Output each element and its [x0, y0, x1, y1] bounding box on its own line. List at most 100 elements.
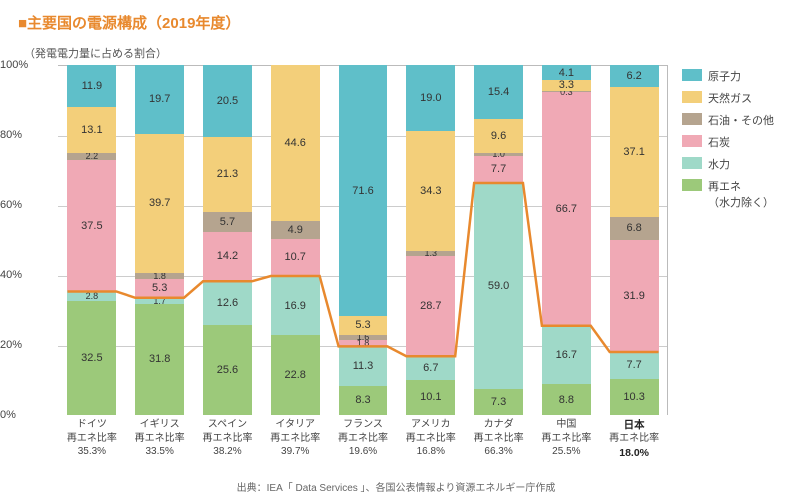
- x-axis-label: アメリカ再エネ比率16.8%: [397, 418, 465, 460]
- bar-segment-gas: 34.3: [406, 131, 455, 251]
- country-pct: 35.3%: [58, 445, 126, 459]
- country-name: イタリア: [261, 418, 329, 432]
- segment-value: 19.7: [149, 93, 170, 105]
- segment-value: 6.2: [626, 70, 641, 82]
- country-pct: 19.6%: [329, 445, 397, 459]
- country-name: アメリカ: [397, 418, 465, 432]
- bar-segment-oil: 1.3: [406, 251, 455, 256]
- bar-segment-nuclear: 11.9: [67, 65, 116, 107]
- bar-segment-coal: 5.3: [135, 279, 184, 298]
- stacked-bar: 8.816.766.70.33.34.1: [542, 65, 591, 415]
- bar-segment-coal: 31.9: [610, 240, 659, 352]
- country-pct: 16.8%: [397, 445, 465, 459]
- bar-segment-hydro: 11.3: [339, 346, 388, 386]
- segment-value: 44.6: [285, 137, 306, 149]
- bar-segment-renew: 8.3: [339, 386, 388, 415]
- stacked-bar: 7.359.07.71.09.615.4: [474, 65, 523, 415]
- country-pct: 25.5%: [532, 445, 600, 459]
- bar-segment-oil: 2.2: [67, 153, 116, 161]
- country-name: カナダ: [465, 418, 533, 432]
- bar-segment-coal: 10.7: [271, 239, 320, 276]
- segment-value: 31.9: [623, 290, 644, 302]
- x-axis-label: 中国再エネ比率25.5%: [532, 418, 600, 460]
- bar-segment-renew: 7.3: [474, 389, 523, 415]
- segment-value: 4.1: [559, 67, 574, 79]
- segment-value: 6.8: [626, 222, 641, 234]
- country-name: スペイン: [194, 418, 262, 432]
- y-tick-label: 20%: [0, 339, 178, 351]
- segment-value: 71.6: [352, 185, 373, 197]
- country-sub: 再エネ比率: [202, 433, 252, 444]
- segment-value: 5.3: [152, 282, 167, 294]
- chart-title: ■主要国の電源構成（2019年度）: [0, 0, 792, 33]
- bar-segment-hydro: 16.9: [271, 276, 320, 335]
- bar-segment-hydro: 1.7: [135, 298, 184, 304]
- bar-segment-oil: 1.0: [474, 153, 523, 157]
- segment-value: 66.7: [556, 203, 577, 215]
- bar-segment-hydro: 59.0: [474, 183, 523, 390]
- x-axis-label: イタリア再エネ比率39.7%: [261, 418, 329, 460]
- legend-item: 石油・その他: [682, 112, 774, 128]
- bar-segment-nuclear: 6.2: [610, 65, 659, 87]
- bar-segment-renew: 32.5: [67, 301, 116, 415]
- legend-label: 水力: [708, 156, 730, 172]
- bar-segment-hydro: 16.7: [542, 326, 591, 384]
- bar-segment-nuclear: 4.1: [542, 65, 591, 79]
- bar-segment-hydro: 2.8: [67, 291, 116, 301]
- country-sub: 再エネ比率: [67, 433, 117, 444]
- stacked-bar: 25.612.614.25.721.320.5: [203, 65, 252, 415]
- legend-label: 石炭: [708, 134, 730, 150]
- x-axis-label: フランス再エネ比率19.6%: [329, 418, 397, 460]
- bar-segment-hydro: 6.7: [406, 356, 455, 379]
- segment-value: 20.5: [217, 95, 238, 107]
- country-sub: 再エネ比率: [135, 433, 185, 444]
- segment-value: 28.7: [420, 300, 441, 312]
- y-tick-label: 80%: [0, 129, 178, 141]
- bar-segment-hydro: 7.7: [610, 352, 659, 379]
- segment-value: 21.3: [217, 168, 238, 180]
- legend-item: 石炭: [682, 134, 774, 150]
- x-axis-label: ドイツ再エネ比率35.3%: [58, 418, 126, 460]
- country-name: 中国: [532, 418, 600, 432]
- legend-swatch: [682, 69, 702, 81]
- bar-segment-renew: 25.6: [203, 325, 252, 415]
- segment-value: 25.6: [217, 364, 238, 376]
- segment-value: 19.0: [420, 92, 441, 104]
- bar-segment-oil: 6.8: [610, 217, 659, 241]
- segment-value: 2.8: [86, 291, 99, 301]
- legend-swatch: [682, 157, 702, 169]
- segment-value: 37.5: [81, 220, 102, 232]
- country-sub: 再エネ比率: [609, 433, 659, 444]
- segment-value: 5.7: [220, 216, 235, 228]
- segment-value: 3.3: [559, 79, 574, 91]
- bar-segment-gas: 5.3: [339, 316, 388, 335]
- country-name: 日本: [600, 418, 668, 432]
- y-tick-label: 0%: [0, 409, 178, 421]
- segment-value: 8.8: [559, 394, 574, 406]
- legend-label: 天然ガス: [708, 90, 752, 106]
- stacked-bar: 10.1 6.7 28.7 1.334.3 19.0: [406, 65, 455, 415]
- bar-segment-oil: 5.7: [203, 212, 252, 232]
- x-axis-label: スペイン再エネ比率38.2%: [194, 418, 262, 460]
- bar-segment-gas: 3.3: [542, 80, 591, 92]
- country-name: フランス: [329, 418, 397, 432]
- segment-value: 10.1: [420, 391, 441, 403]
- bar-segment-renew: 8.8: [542, 384, 591, 415]
- x-axis-label: イギリス再エネ比率33.5%: [126, 418, 194, 460]
- segment-value: 11.3: [353, 360, 374, 372]
- bar-segment-gas: 9.6: [474, 119, 523, 153]
- x-axis-label: 日本再エネ比率18.0%: [600, 418, 668, 460]
- bar-segment-oil: 4.9: [271, 221, 320, 238]
- segment-value: 4.9: [288, 224, 303, 236]
- legend-swatch: [682, 179, 702, 191]
- bar-segment-coal: 28.7: [406, 256, 455, 356]
- x-axis-label: カナダ再エネ比率66.3%: [465, 418, 533, 460]
- segment-value: 22.8: [285, 369, 306, 381]
- segment-value: 7.7: [491, 163, 506, 175]
- bar-segment-coal: 66.7: [542, 92, 591, 325]
- legend-item: 原子力: [682, 68, 774, 84]
- segment-value: 7.7: [626, 359, 641, 371]
- bar-segment-hydro: 12.6: [203, 281, 252, 325]
- country-sub: 再エネ比率: [270, 433, 320, 444]
- y-tick-label: 60%: [0, 199, 178, 211]
